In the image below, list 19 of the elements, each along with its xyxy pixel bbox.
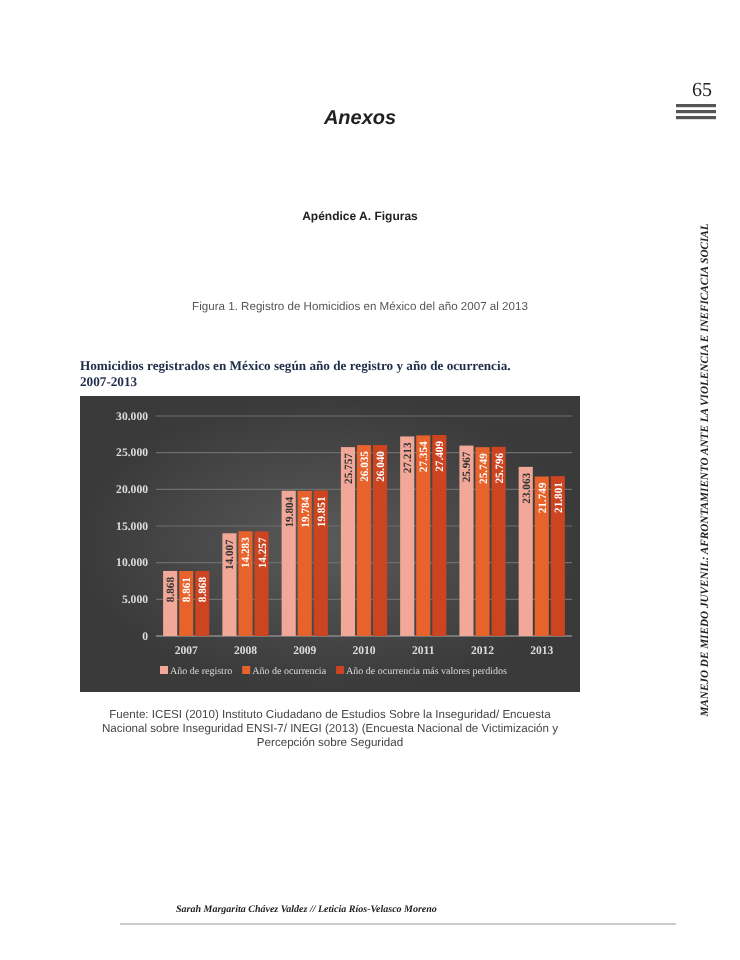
bar [356, 445, 372, 636]
bar [491, 446, 506, 636]
bar [254, 531, 269, 636]
bar [313, 490, 328, 636]
bar [518, 466, 533, 636]
bar [475, 447, 490, 636]
text: 65 [692, 80, 712, 102]
bar [550, 476, 565, 636]
bar [340, 447, 356, 636]
bar [281, 490, 296, 636]
bar [238, 531, 253, 636]
bar [459, 445, 474, 636]
text: Anexos [321, 108, 397, 130]
bar [297, 490, 312, 636]
bar [416, 435, 431, 636]
bar [534, 476, 549, 636]
bar [372, 445, 388, 636]
bar [400, 436, 415, 636]
bar [432, 435, 447, 636]
